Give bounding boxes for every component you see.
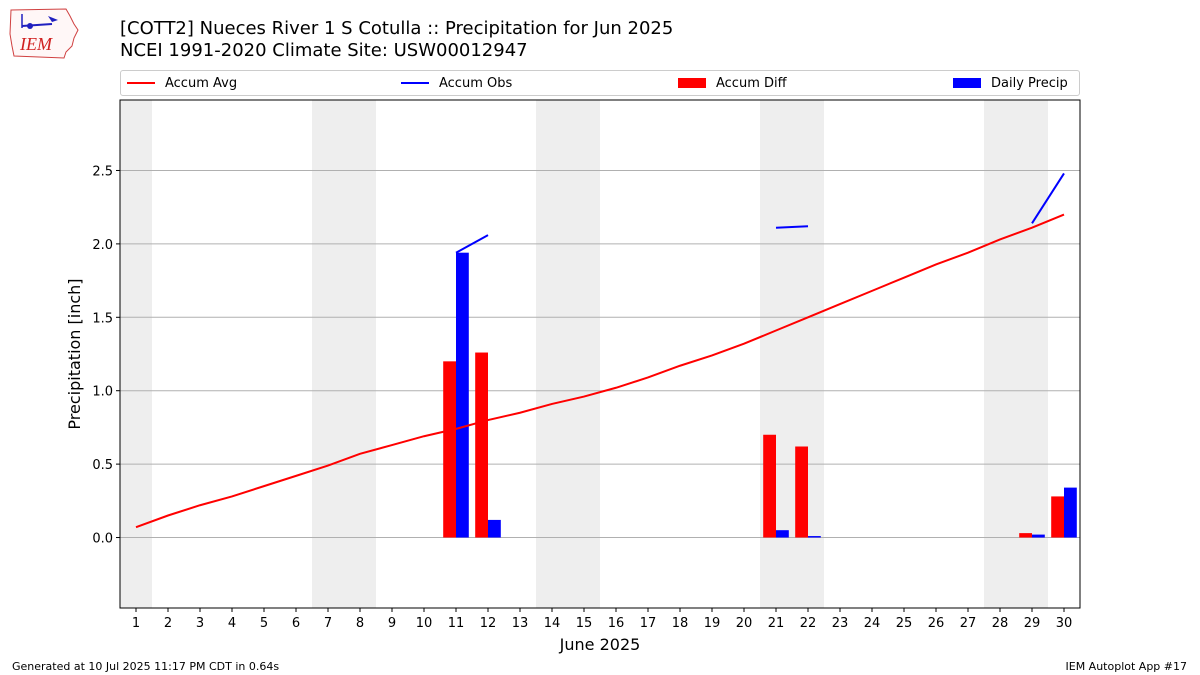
- x-tick-label: 29: [1024, 616, 1041, 631]
- accum-obs-line: [455, 234, 489, 254]
- x-tick-label: 14: [544, 616, 561, 631]
- x-axis-label: June 2025: [559, 635, 641, 654]
- legend-label: Daily Precip: [991, 75, 1068, 91]
- y-tick-label: 1.0: [92, 385, 113, 400]
- daily-precip-bar: [456, 252, 469, 538]
- y-tick-label: 0.0: [92, 532, 113, 547]
- x-tick-label: 16: [608, 616, 625, 631]
- accum-diff-bar: [795, 446, 808, 538]
- legend-label: Accum Avg: [165, 75, 238, 91]
- legend-swatch: [401, 82, 429, 84]
- x-tick-label: 5: [260, 616, 268, 631]
- x-tick-label: 12: [480, 616, 497, 631]
- x-tick-label: 20: [736, 616, 753, 631]
- x-tick-label: 15: [576, 616, 593, 631]
- daily-precip-bar: [488, 519, 501, 538]
- x-tick-label: 10: [416, 616, 433, 631]
- x-tick-label: 11: [448, 616, 465, 631]
- accum-obs-line: [1031, 172, 1065, 224]
- iem-logo: IEM: [9, 8, 79, 59]
- chart-title: [COTT2] Nueces River 1 S Cotulla :: Prec…: [120, 18, 674, 39]
- legend-item-accum-diff: Accum Diff: [678, 74, 787, 92]
- legend-swatch: [678, 78, 706, 88]
- legend-item-accum-obs: Accum Obs: [401, 74, 512, 92]
- x-tick-label: 17: [640, 616, 657, 631]
- x-tick-label: 9: [388, 616, 396, 631]
- chart-subtitle: NCEI 1991-2020 Climate Site: USW00012947: [120, 40, 528, 61]
- y-tick-label: 0.5: [92, 458, 113, 473]
- weekend-shade: [536, 100, 600, 608]
- app-label: IEM Autoplot App #17: [1065, 660, 1188, 673]
- x-tick-label: 13: [512, 616, 529, 631]
- weekend-shade: [984, 100, 1048, 608]
- legend-label: Accum Diff: [716, 75, 787, 91]
- daily-precip-bar: [1032, 534, 1045, 538]
- accum-diff-bar: [443, 361, 456, 538]
- x-tick-label: 21: [768, 616, 785, 631]
- iowa-outline-icon: [9, 8, 79, 59]
- plot-frame: [119, 99, 1081, 609]
- weekend-shade: [312, 100, 376, 608]
- accum-diff-bar: [475, 352, 488, 538]
- y-tick-label: 1.5: [92, 311, 113, 326]
- weather-mast-icon: [21, 23, 53, 27]
- x-tick-label: 2: [164, 616, 172, 631]
- x-tick-label: 27: [960, 616, 977, 631]
- legend-item-daily-precip: Daily Precip: [953, 74, 1068, 92]
- x-tick-label: 3: [196, 616, 204, 631]
- daily-precip-bar: [1064, 487, 1077, 538]
- legend: Accum Avg Accum Obs Accum Diff Daily Pre…: [120, 70, 1080, 96]
- accum-avg-line: [135, 213, 1065, 529]
- daily-precip-bar: [808, 536, 821, 538]
- x-tick-label: 8: [356, 616, 364, 631]
- weekend-shade: [120, 100, 152, 608]
- generated-timestamp: Generated at 10 Jul 2025 11:17 PM CDT in…: [12, 660, 280, 673]
- x-tick-label: 6: [292, 616, 300, 631]
- x-tick-label: 28: [992, 616, 1009, 631]
- x-tick-label: 18: [672, 616, 689, 631]
- x-tick-label: 7: [324, 616, 332, 631]
- x-tick-label: 30: [1056, 616, 1073, 631]
- x-tick-label: 19: [704, 616, 721, 631]
- y-tick-label: 2.0: [92, 238, 113, 253]
- legend-label: Accum Obs: [439, 75, 513, 91]
- x-tick-label: 25: [896, 616, 913, 631]
- accum-diff-bar: [1051, 496, 1064, 538]
- daily-precip-bar: [776, 530, 789, 538]
- logo-text: IEM: [19, 34, 53, 54]
- legend-swatch: [127, 82, 155, 84]
- legend-swatch: [953, 78, 981, 88]
- x-tick-label: 23: [832, 616, 849, 631]
- x-tick-label: 4: [228, 616, 236, 631]
- x-tick-label: 1: [132, 616, 140, 631]
- x-tick-label: 26: [928, 616, 945, 631]
- accum-diff-bar: [1019, 533, 1032, 538]
- y-tick-label: 2.5: [92, 164, 113, 179]
- accum-diff-bar: [763, 434, 776, 538]
- x-tick-label: 24: [864, 616, 881, 631]
- legend-item-accum-avg: Accum Avg: [127, 74, 237, 92]
- y-axis-label: Precipitation [inch]: [65, 278, 84, 429]
- x-tick-label: 22: [800, 616, 817, 631]
- accum-obs-line: [775, 225, 809, 229]
